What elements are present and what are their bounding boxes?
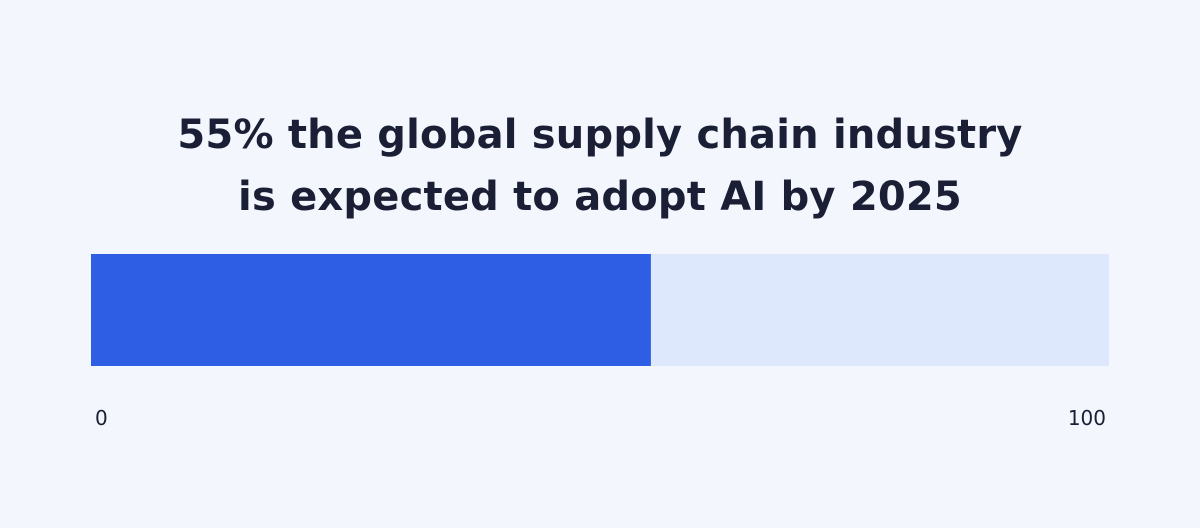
axis-tick-label-min: 0 — [95, 406, 108, 430]
chart-title: 55% the global supply chain industry is … — [0, 104, 1200, 228]
chart-title-line-1: 55% the global supply chain industry — [177, 112, 1023, 158]
axis-tick-label-max: 100 — [1068, 406, 1106, 430]
chart-title-line-2: is expected to adopt AI by 2025 — [238, 174, 962, 220]
bar-fill — [91, 254, 651, 366]
